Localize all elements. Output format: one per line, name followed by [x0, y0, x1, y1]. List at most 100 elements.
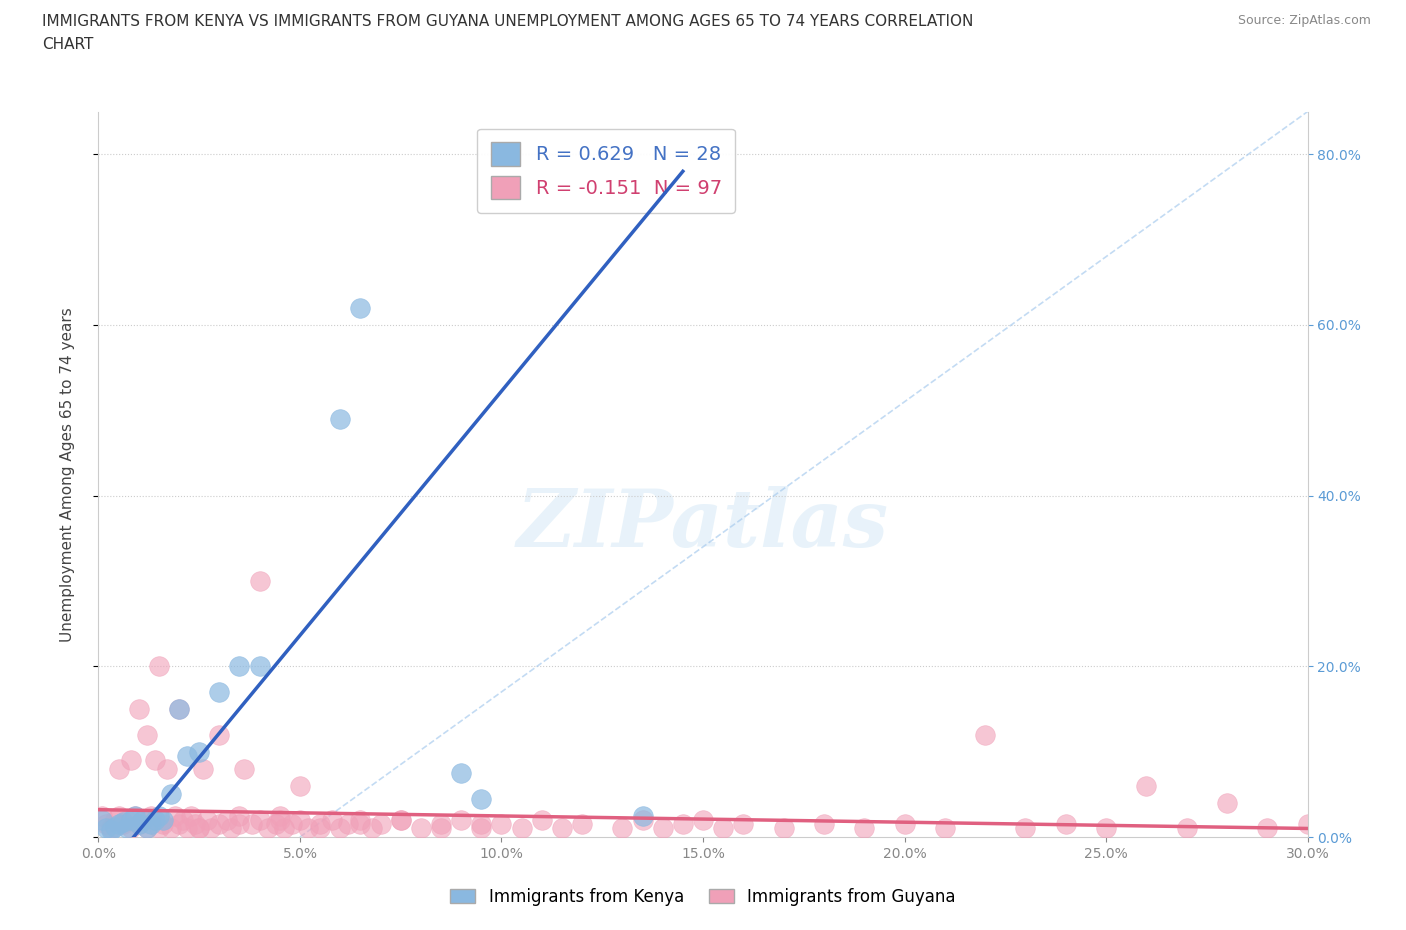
- Text: CHART: CHART: [42, 37, 94, 52]
- Point: [349, 813, 371, 828]
- Point: [288, 813, 311, 828]
- Point: [651, 821, 673, 836]
- Point: [672, 817, 695, 831]
- Point: [111, 814, 134, 829]
- Point: [264, 817, 287, 831]
- Point: [167, 817, 190, 831]
- Point: [148, 821, 170, 836]
- Point: [176, 821, 198, 836]
- Point: [120, 821, 142, 836]
- Point: [115, 821, 138, 836]
- Point: [200, 821, 222, 836]
- Point: [430, 821, 453, 836]
- Point: [389, 813, 412, 828]
- Point: [389, 813, 412, 828]
- Point: [128, 817, 150, 831]
- Point: [208, 817, 231, 831]
- Point: [1135, 778, 1157, 793]
- Point: [288, 778, 311, 793]
- Point: [111, 817, 134, 831]
- Point: [273, 821, 295, 836]
- Point: [152, 817, 174, 831]
- Point: [152, 813, 174, 828]
- Legend: Immigrants from Kenya, Immigrants from Guyana: Immigrants from Kenya, Immigrants from G…: [444, 881, 962, 912]
- Point: [188, 821, 211, 836]
- Point: [148, 808, 170, 823]
- Legend: R = 0.629   N = 28, R = -0.151  N = 97: R = 0.629 N = 28, R = -0.151 N = 97: [477, 128, 735, 213]
- Point: [281, 817, 304, 831]
- Point: [96, 821, 118, 836]
- Point: [450, 765, 472, 780]
- Point: [934, 821, 956, 836]
- Point: [853, 821, 876, 836]
- Point: [309, 817, 332, 831]
- Point: [249, 574, 271, 589]
- Point: [103, 813, 125, 828]
- Point: [96, 817, 118, 831]
- Point: [107, 817, 129, 831]
- Point: [470, 791, 492, 806]
- Point: [329, 821, 352, 836]
- Point: [256, 821, 278, 836]
- Point: [120, 813, 142, 828]
- Point: [349, 817, 371, 831]
- Point: [711, 821, 734, 836]
- Y-axis label: Unemployment Among Ages 65 to 74 years: Unemployment Among Ages 65 to 74 years: [60, 307, 75, 642]
- Point: [120, 752, 142, 767]
- Point: [91, 808, 114, 823]
- Text: ZIPatlas: ZIPatlas: [517, 486, 889, 564]
- Point: [163, 808, 186, 823]
- Point: [1296, 817, 1319, 831]
- Point: [148, 658, 170, 673]
- Text: Source: ZipAtlas.com: Source: ZipAtlas.com: [1237, 14, 1371, 27]
- Point: [135, 821, 157, 836]
- Point: [135, 821, 157, 836]
- Point: [240, 817, 263, 831]
- Point: [772, 821, 794, 836]
- Point: [139, 808, 162, 823]
- Point: [128, 817, 150, 831]
- Point: [309, 821, 332, 836]
- Point: [115, 813, 138, 828]
- Point: [195, 813, 218, 828]
- Point: [208, 727, 231, 742]
- Point: [143, 813, 166, 828]
- Point: [1256, 821, 1278, 836]
- Point: [631, 808, 654, 823]
- Point: [107, 762, 129, 777]
- Point: [188, 821, 211, 836]
- Point: [135, 727, 157, 742]
- Point: [450, 813, 472, 828]
- Point: [228, 808, 250, 823]
- Point: [188, 744, 211, 759]
- Point: [249, 658, 271, 673]
- Point: [217, 813, 239, 828]
- Point: [208, 684, 231, 699]
- Point: [184, 817, 207, 831]
- Point: [470, 817, 492, 831]
- Point: [297, 821, 319, 836]
- Point: [813, 817, 835, 831]
- Point: [692, 813, 714, 828]
- Point: [893, 817, 915, 831]
- Text: IMMIGRANTS FROM KENYA VS IMMIGRANTS FROM GUYANA UNEMPLOYMENT AMONG AGES 65 TO 74: IMMIGRANTS FROM KENYA VS IMMIGRANTS FROM…: [42, 14, 973, 29]
- Point: [180, 808, 202, 823]
- Point: [100, 821, 122, 836]
- Point: [160, 787, 183, 802]
- Point: [193, 762, 215, 777]
- Point: [228, 658, 250, 673]
- Point: [156, 762, 179, 777]
- Point: [228, 817, 250, 831]
- Point: [176, 749, 198, 764]
- Point: [1095, 821, 1118, 836]
- Point: [733, 817, 755, 831]
- Point: [470, 821, 492, 836]
- Point: [269, 813, 291, 828]
- Point: [172, 813, 194, 828]
- Point: [430, 817, 453, 831]
- Point: [631, 813, 654, 828]
- Point: [349, 300, 371, 315]
- Point: [124, 808, 146, 823]
- Point: [91, 813, 114, 828]
- Point: [510, 821, 533, 836]
